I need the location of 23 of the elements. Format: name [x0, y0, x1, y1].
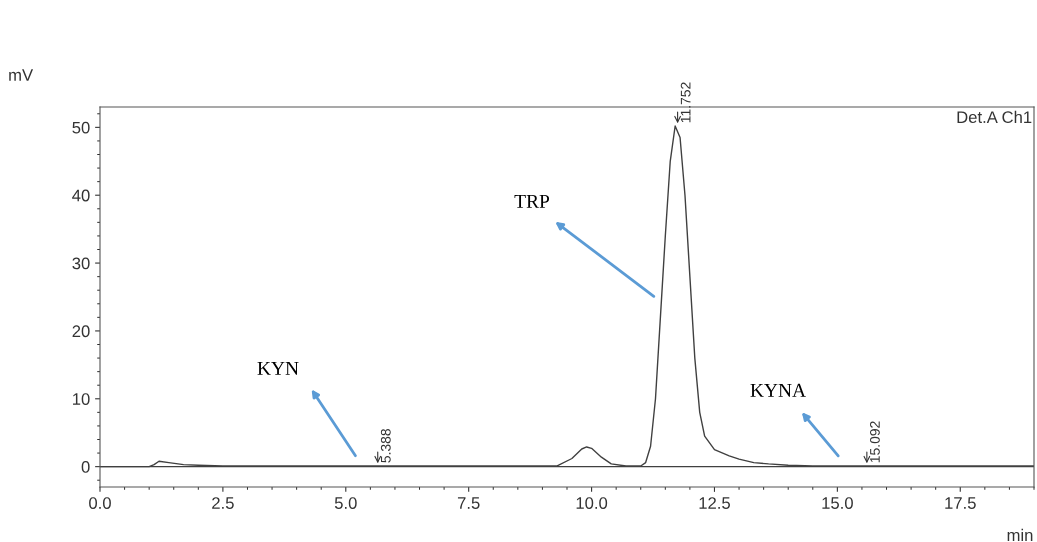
x-axis-title: min: [1007, 528, 1033, 541]
x-tick-label: 15.0: [822, 497, 853, 509]
annotation: Det.A Ch1: [957, 110, 1032, 124]
annotation: KYN: [257, 361, 299, 375]
x-tick-label: 17.5: [945, 497, 976, 509]
annotation: KYNA: [750, 383, 806, 397]
y-tick-label: 0: [81, 461, 90, 473]
x-tick-label: 0.0: [89, 497, 111, 509]
annotation: 15.092: [870, 421, 880, 463]
x-tick-label: 2.5: [212, 497, 234, 509]
y-tick-label: 40: [72, 189, 90, 202]
y-tick-label: 30: [72, 257, 90, 270]
x-tick-label: 7.5: [457, 497, 480, 509]
x-tick-label: 5.0: [334, 497, 357, 509]
x-tick-label: 12.5: [699, 497, 730, 509]
y-tick-label: 50: [72, 121, 90, 134]
annotation: 5.388: [380, 429, 391, 463]
x-tick-label: 10.0: [576, 497, 608, 509]
annotation: 11.752: [680, 82, 691, 123]
annotation: TRP: [514, 194, 550, 208]
y-tick-label: 20: [72, 325, 90, 338]
y-axis-title: mV: [9, 69, 34, 81]
y-tick-label: 10: [73, 393, 90, 405]
